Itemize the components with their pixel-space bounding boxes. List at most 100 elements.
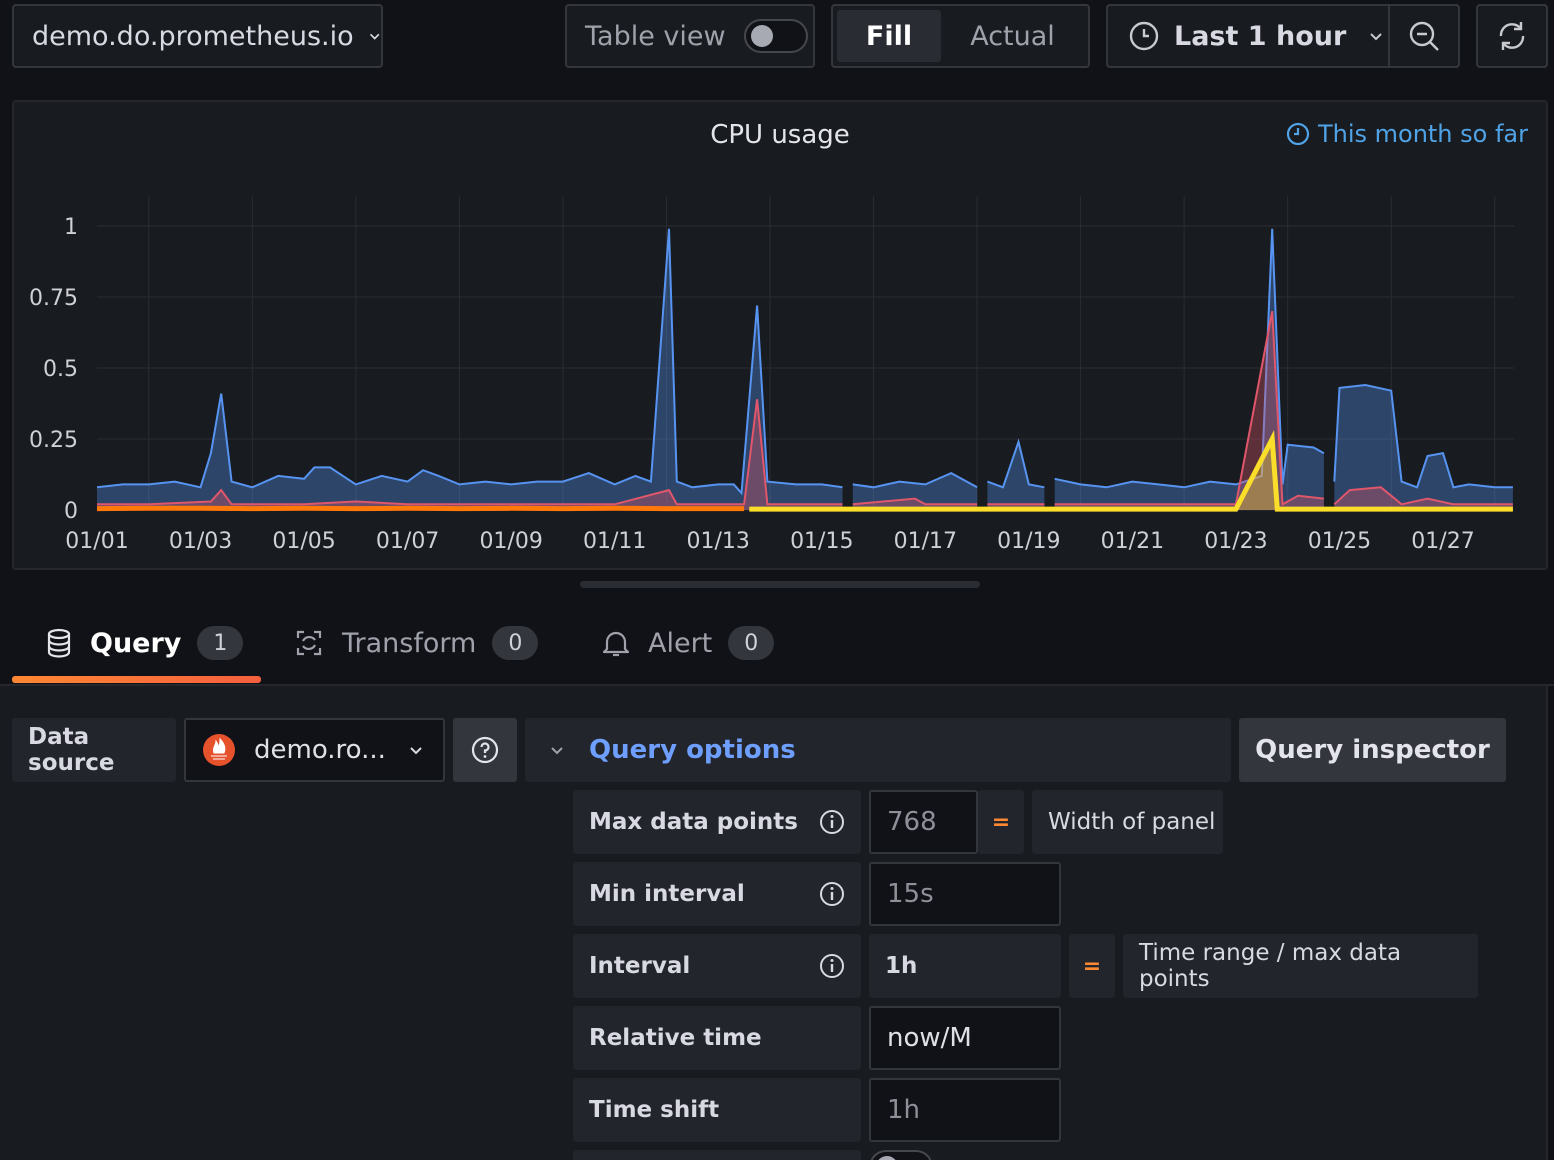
question-circle-icon <box>471 736 499 764</box>
active-tab-indicator <box>12 676 261 683</box>
min-interval-label-text: Min interval <box>589 881 745 907</box>
min-interval-placeholder: 15s <box>887 879 934 909</box>
y-tick-label: 0 <box>64 499 78 524</box>
series-area <box>97 228 843 511</box>
cpu-usage-chart[interactable]: 0 0.25 0.5 0.75 1 01/01 01/03 01/05 01/07 01/09 01… <box>14 102 1546 568</box>
chevron-down-icon <box>551 747 563 755</box>
chevron-down-icon <box>1370 33 1383 41</box>
relative-time-label: Relative time <box>573 1006 861 1070</box>
min-interval-input[interactable]: 15s <box>869 862 1061 926</box>
series-area <box>987 441 1045 510</box>
max-data-points-hint: Width of panel <box>1032 790 1223 854</box>
data-source-value: demo.ro... <box>254 735 386 765</box>
tab-alert-count: 0 <box>728 626 775 660</box>
info-icon[interactable] <box>819 953 845 979</box>
table-view-toggle[interactable]: Table view <box>565 4 815 68</box>
x-tick-label: 01/21 <box>1101 529 1164 554</box>
tabs-divider <box>0 684 1554 686</box>
x-tick-label: 01/23 <box>1204 529 1267 554</box>
x-tick-label: 01/05 <box>272 529 335 554</box>
interval-hint: Time range / max data points <box>1123 934 1478 998</box>
table-view-switch[interactable] <box>743 19 808 53</box>
series-area <box>1334 385 1513 510</box>
refresh-icon <box>1499 22 1525 50</box>
tab-alert[interactable]: Alert 0 <box>602 626 775 660</box>
series-line <box>749 429 1513 512</box>
series-line <box>96 228 843 496</box>
chevron-down-icon <box>369 33 380 40</box>
x-tick-label: 01/03 <box>169 529 232 554</box>
series-line <box>987 438 1045 489</box>
max-data-points-input[interactable]: 768 <box>869 790 978 854</box>
clock-icon <box>1286 122 1310 146</box>
equals-sign: = <box>978 790 1024 854</box>
chevron-down-icon <box>410 747 422 755</box>
y-tick-label: 0.5 <box>43 357 78 382</box>
series-line <box>97 399 843 506</box>
query-options-toggle[interactable]: Query options <box>525 718 1231 782</box>
data-source-select[interactable]: demo.ro... <box>184 718 445 782</box>
time-range-label: Last 1 hour <box>1174 20 1347 52</box>
info-icon[interactable] <box>819 881 845 907</box>
series-area <box>1054 228 1324 511</box>
y-tick-label: 0.25 <box>29 428 78 453</box>
database-icon <box>47 628 71 658</box>
min-interval-label: Min interval <box>573 862 861 926</box>
equals-sign: = <box>1069 934 1115 998</box>
series-line <box>852 471 978 489</box>
clock-icon <box>1129 21 1159 51</box>
x-tick-label: 01/01 <box>65 529 128 554</box>
relative-time-value: now/M <box>887 1023 972 1053</box>
series-area <box>1054 311 1324 510</box>
tab-transform[interactable]: Transform 0 <box>294 626 539 660</box>
panel-resize-handle[interactable] <box>580 581 980 588</box>
max-data-points-label: Max data points <box>573 790 861 854</box>
x-tick-label: 01/09 <box>479 529 542 554</box>
relative-time-input[interactable]: now/M <box>869 1006 1061 1070</box>
panel-title: CPU usage <box>710 120 850 150</box>
panel-relative-time-label: This month so far <box>1317 120 1528 148</box>
x-tick-label: 01/07 <box>376 529 439 554</box>
hide-time-info-switch[interactable] <box>869 1150 933 1160</box>
tab-alert-label: Alert <box>648 627 713 659</box>
x-tick-label: 01/11 <box>583 529 646 554</box>
zoom-out-icon <box>1409 21 1439 51</box>
hide-time-info-label <box>573 1150 861 1160</box>
tab-query-count: 1 <box>197 626 244 660</box>
series-line <box>1333 486 1513 506</box>
actual-button[interactable]: Actual <box>970 20 1055 52</box>
cpu-usage-panel[interactable]: CPU usage This month so far 0 0.25 0.5 0.75… <box>12 100 1548 570</box>
fill-button[interactable]: Fill <box>837 10 941 62</box>
refresh-button[interactable] <box>1476 4 1548 68</box>
switch-knob <box>750 25 773 47</box>
tab-query[interactable]: Query 1 <box>46 626 244 660</box>
data-source-label: Data source <box>12 718 176 782</box>
x-tick-label: 01/19 <box>997 529 1060 554</box>
x-tick-label: 01/15 <box>790 529 853 554</box>
x-tick-label: 01/25 <box>1308 529 1371 554</box>
fill-actual-toggle: Fill Actual <box>831 4 1090 68</box>
interval-label: Interval <box>573 934 861 998</box>
tab-query-label: Query <box>90 627 182 659</box>
prometheus-icon <box>203 734 235 766</box>
query-options-label: Query options <box>589 735 796 765</box>
help-button[interactable] <box>453 718 517 782</box>
time-range-picker[interactable]: Last 1 hour <box>1106 4 1390 68</box>
y-tick-label: 1 <box>64 215 78 240</box>
series-line <box>852 497 978 506</box>
x-tick-label: 01/13 <box>687 529 750 554</box>
y-tick-label: 0.75 <box>29 286 78 311</box>
interval-label-text: Interval <box>589 953 691 979</box>
series-line <box>1054 228 1325 489</box>
info-icon[interactable] <box>819 809 845 835</box>
datasource-picker[interactable]: demo.do.prometheus.io <box>12 4 383 68</box>
zoom-out-button[interactable] <box>1388 4 1460 68</box>
time-shift-input[interactable]: 1h <box>869 1078 1061 1142</box>
switch-knob <box>876 1156 898 1160</box>
time-shift-label: Time shift <box>573 1078 861 1142</box>
series-line <box>1054 311 1325 506</box>
tab-transform-count: 0 <box>492 626 539 660</box>
query-inspector-button[interactable]: Query inspector <box>1239 718 1506 782</box>
x-tick-label: 01/27 <box>1411 529 1474 554</box>
tab-transform-label: Transform <box>342 627 477 659</box>
